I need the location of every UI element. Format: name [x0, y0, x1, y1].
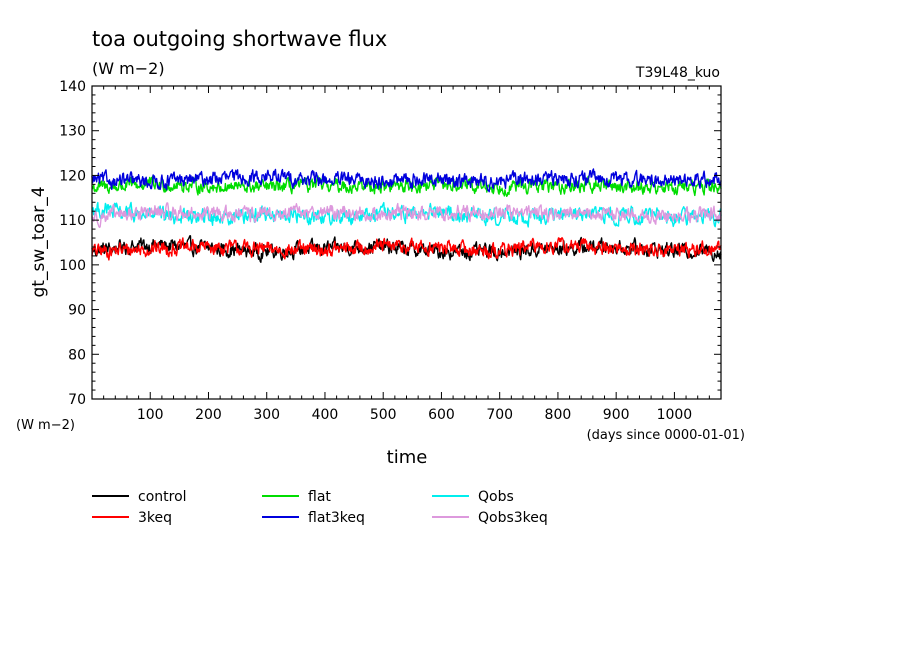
x-unit-label: (days since 0000-01-01) — [587, 428, 745, 443]
y-tick-label: 100 — [59, 258, 86, 274]
x-tick-label: 1000 — [657, 407, 693, 423]
x-tick-label: 800 — [545, 407, 572, 423]
y-tick-label: 140 — [59, 79, 86, 95]
y-tick-label: 130 — [59, 124, 86, 140]
y-unit-label: (W m−2) — [16, 418, 75, 433]
series-line-control — [91, 235, 722, 263]
legend-label-3keq: 3keq — [138, 510, 172, 526]
chart-units: (W m−2) — [92, 59, 165, 78]
ticks-layer: 100 200 300 400 500 600 700 800 900 1000 70 80 90 100… — [59, 79, 721, 423]
series-line-flat — [91, 175, 722, 197]
y-tick-label: 120 — [59, 168, 86, 184]
legend: control 3keq flat flat3keq Qobs Qobs3keq — [92, 489, 548, 526]
x-tick-label: 500 — [370, 407, 397, 423]
x-tick-label: 400 — [312, 407, 339, 423]
y-tick-label: 90 — [68, 303, 86, 319]
chart-title: toa outgoing shortwave flux — [92, 27, 387, 51]
x-tick-label: 700 — [486, 407, 513, 423]
experiment-label: T39L48_kuo — [635, 65, 720, 81]
x-tick-label: 600 — [428, 407, 455, 423]
legend-label-flat3keq: flat3keq — [308, 510, 365, 526]
x-tick-label: 200 — [195, 407, 222, 423]
legend-label-flat: flat — [308, 489, 331, 505]
legend-label-qobs: Qobs — [478, 489, 514, 505]
series-layer — [91, 168, 722, 263]
legend-label-control: control — [138, 489, 187, 505]
series-line-3keq — [91, 236, 722, 261]
x-tick-label: 900 — [603, 407, 630, 423]
x-tick-label: 100 — [137, 407, 164, 423]
series-line-flat3keq — [91, 168, 722, 193]
y-tick-label: 70 — [68, 392, 86, 408]
y-tick-label: 110 — [59, 213, 86, 229]
x-tick-label: 300 — [253, 407, 280, 423]
series-line-qobs3keq — [91, 202, 722, 229]
legend-label-qobs3keq: Qobs3keq — [478, 510, 548, 526]
plot-area: 100 200 300 400 500 600 700 800 900 1000 70 80 90 100… — [59, 79, 722, 423]
x-axis-label: time — [387, 447, 428, 468]
y-tick-label: 80 — [68, 347, 86, 363]
y-axis-label: gt_sw_toar_4 — [29, 186, 49, 297]
